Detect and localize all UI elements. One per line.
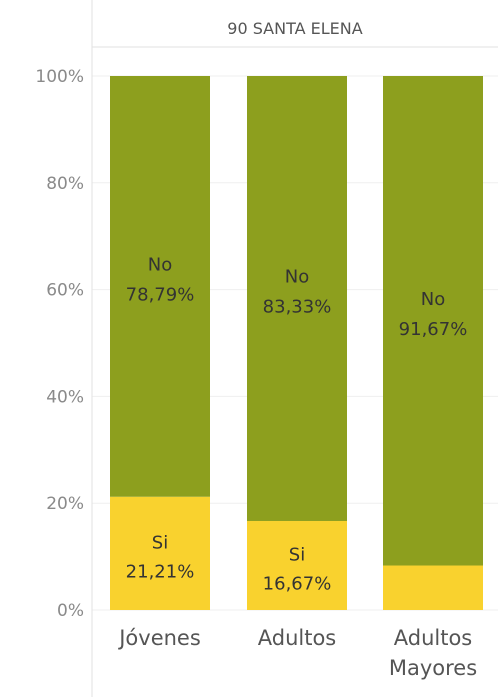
data-label-value: 78,79% <box>126 284 195 305</box>
y-tick-label: 100% <box>35 67 84 87</box>
y-tick-label: 0% <box>57 601 84 621</box>
bar-segment-si <box>247 520 347 610</box>
data-label-series: Si <box>289 544 305 565</box>
data-label-series: No <box>148 254 172 275</box>
data-label-series: Si <box>152 532 168 553</box>
data-label-value: 83,33% <box>263 296 332 317</box>
x-category-label: Jóvenes <box>117 626 201 650</box>
data-label-value: 91,67% <box>399 319 468 340</box>
y-tick-label: 80% <box>46 174 84 194</box>
bar-segment-no <box>383 76 483 566</box>
y-tick-label: 60% <box>46 281 84 301</box>
bar-segment-no <box>110 76 210 497</box>
panel-header-title: 90 SANTA ELENA <box>227 19 362 38</box>
x-axis-categories: Jóvenes Adultos Adultos Mayores <box>117 626 477 680</box>
x-category-label: Mayores <box>389 656 477 680</box>
bar-segment-no <box>247 76 347 521</box>
data-label-series: No <box>285 266 309 287</box>
data-label-value: 21,21% <box>126 561 195 582</box>
x-category-label: Adultos <box>394 626 473 650</box>
bars <box>110 76 483 610</box>
y-tick-label: 40% <box>46 387 84 407</box>
y-axis-ticks: 0% 20% 40% 60% 80% 100% <box>35 67 84 621</box>
data-label-value: 16,67% <box>263 573 332 594</box>
data-label-series: No <box>421 289 445 310</box>
bar-segment-si <box>383 565 483 610</box>
bar-segment-si <box>110 496 210 610</box>
data-labels: Si 21,21% No 78,79% Si 16,67% No 83,33% No 91,67% <box>126 254 468 594</box>
x-category-label: Adultos <box>258 626 337 650</box>
y-tick-label: 20% <box>46 494 84 514</box>
